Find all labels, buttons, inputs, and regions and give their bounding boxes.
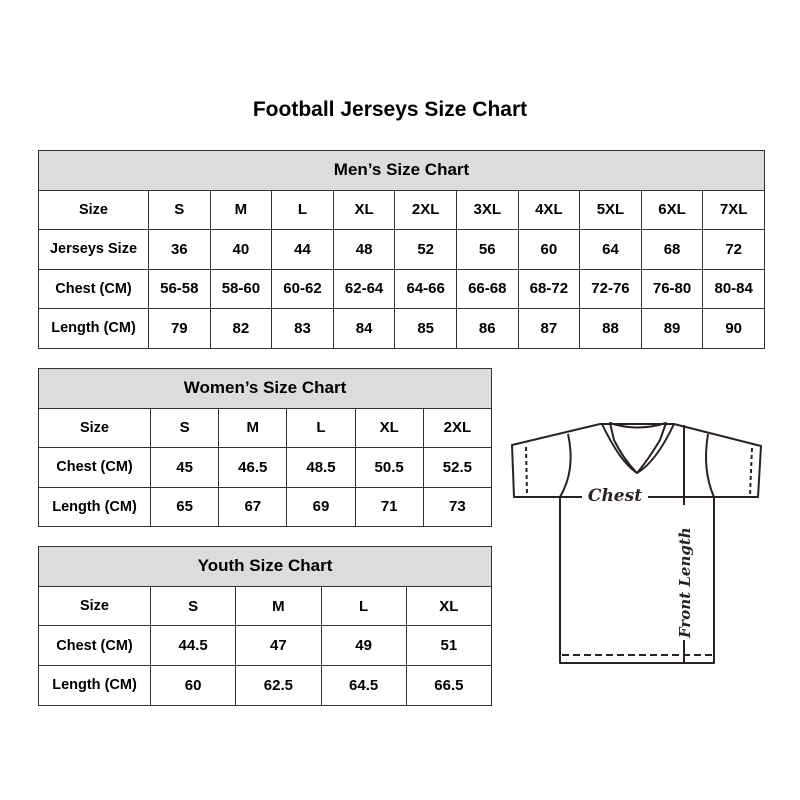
table-cell: 48: [332, 229, 396, 270]
men-table-heading: Men’s Size Chart: [38, 150, 765, 191]
row-label: Length (CM): [38, 665, 151, 706]
table-cell: 86: [455, 308, 519, 349]
table-cell: 80-84: [702, 268, 765, 309]
table-cell: S: [149, 407, 220, 448]
table-cell: 84: [332, 308, 396, 349]
table-cell: 67: [218, 486, 288, 527]
table-cell: S: [148, 189, 211, 230]
table-cell: 60: [149, 665, 237, 706]
table-cell: 66.5: [405, 665, 493, 706]
table-cell: 44.5: [149, 625, 237, 667]
table-cell: M: [218, 407, 288, 448]
table-cell: 52.5: [422, 447, 493, 488]
table-cell: 62.5: [235, 665, 322, 706]
table-cell: XL: [332, 189, 396, 230]
table-cell: 2XL: [394, 189, 457, 230]
youth-size-table: Youth Size Chart Size S M L XL Chest (CM) 44.5 4…: [38, 546, 493, 706]
youth-table-heading: Youth Size Chart: [38, 546, 492, 587]
table-cell: 6XL: [640, 189, 704, 230]
row-label: Chest (CM): [38, 268, 149, 309]
jersey-diagram: Chest Front Length: [511, 422, 762, 664]
table-cell: 49: [320, 625, 407, 667]
table-cell: 3XL: [455, 189, 519, 230]
table-cell: 46.5: [218, 447, 288, 488]
table-cell: 47: [235, 625, 322, 667]
jersey-outline: [511, 423, 762, 664]
table-cell: 50.5: [354, 447, 424, 488]
table-cell: 82: [209, 308, 273, 349]
table-cell: 36: [148, 229, 211, 270]
table-cell: 60-62: [271, 268, 334, 309]
table-cell: 65: [149, 486, 220, 527]
table-cell: 51: [405, 625, 493, 667]
table-cell: 5XL: [579, 189, 642, 230]
womens-size-table: Women’s Size Chart Size S M L XL 2XL Chest (CM)…: [38, 368, 493, 527]
table-cell: 73: [422, 486, 493, 527]
table-cell: 72-76: [579, 268, 642, 309]
row-label: Length (CM): [38, 486, 151, 527]
table-cell: 69: [286, 486, 356, 527]
table-row: Size S M L XL 2XL 3XL 4XL 5XL 6XL 7XL: [38, 189, 765, 230]
table-cell: 79: [148, 308, 211, 349]
table-cell: 66-68: [455, 268, 519, 309]
row-label: Size: [38, 189, 149, 230]
table-cell: 60: [517, 229, 581, 270]
table-cell: 64.5: [320, 665, 407, 706]
table-cell: L: [271, 189, 334, 230]
table-row: Length (CM) 79 82 83 84 85 86 87 88 89 90: [38, 308, 765, 349]
table-cell: 7XL: [702, 189, 765, 230]
table-cell: 2XL: [422, 407, 493, 448]
table-cell: 64: [579, 229, 642, 270]
table-cell: L: [320, 585, 407, 627]
row-label: Chest (CM): [38, 625, 151, 667]
table-cell: 72: [702, 229, 765, 270]
table-cell: 52: [394, 229, 457, 270]
table-cell: M: [209, 189, 273, 230]
table-cell: 83: [271, 308, 334, 349]
mens-size-table: Men’s Size Chart Size S M L XL 2XL 3XL 4XL 5XL 6XL…: [38, 150, 765, 349]
table-cell: 58-60: [209, 268, 273, 309]
page-title: Football Jerseys Size Chart: [252, 98, 528, 121]
table-row: Chest (CM) 44.5 47 49 51: [38, 625, 493, 667]
table-cell: 68-72: [517, 268, 581, 309]
table-cell: 40: [209, 229, 273, 270]
table-cell: 44: [271, 229, 334, 270]
table-row: Chest (CM) 56-58 58-60 60-62 62-64 64-66 66-68…: [38, 268, 765, 309]
table-cell: 76-80: [640, 268, 704, 309]
row-label: Length (CM): [38, 308, 149, 349]
table-cell: M: [235, 585, 322, 627]
collar: [609, 422, 667, 474]
table-cell: 56-58: [148, 268, 211, 309]
table-row: Length (CM) 65 67 69 71 73: [38, 486, 493, 527]
table-cell: XL: [405, 585, 493, 627]
table-row: Size S M L XL 2XL: [38, 407, 493, 448]
table-cell: 68: [640, 229, 704, 270]
table-row: Jerseys Size 36 40 44 48 52 56 60 64 68 72: [38, 229, 765, 270]
table-cell: 56: [455, 229, 519, 270]
chest-label: Chest: [588, 486, 642, 506]
row-label: Size: [38, 407, 151, 448]
table-cell: 87: [517, 308, 581, 349]
table-cell: 89: [640, 308, 704, 349]
table-cell: S: [149, 585, 237, 627]
table-cell: 45: [149, 447, 220, 488]
table-cell: XL: [354, 407, 424, 448]
table-cell: 85: [394, 308, 457, 349]
table-cell: 62-64: [332, 268, 396, 309]
women-table-heading: Women’s Size Chart: [38, 368, 492, 409]
front-length-label: Front Length: [676, 527, 694, 639]
table-cell: 88: [579, 308, 642, 349]
table-cell: 4XL: [517, 189, 581, 230]
table-row: Length (CM) 60 62.5 64.5 66.5: [38, 665, 493, 706]
table-row: Size S M L XL: [38, 585, 493, 627]
row-label: Size: [38, 585, 151, 627]
table-cell: 48.5: [286, 447, 356, 488]
table-cell: L: [286, 407, 356, 448]
row-label: Jerseys Size: [38, 229, 149, 270]
table-cell: 71: [354, 486, 424, 527]
row-label: Chest (CM): [38, 447, 151, 488]
table-cell: 64-66: [394, 268, 457, 309]
table-row: Chest (CM) 45 46.5 48.5 50.5 52.5: [38, 447, 493, 488]
table-cell: 90: [702, 308, 765, 349]
